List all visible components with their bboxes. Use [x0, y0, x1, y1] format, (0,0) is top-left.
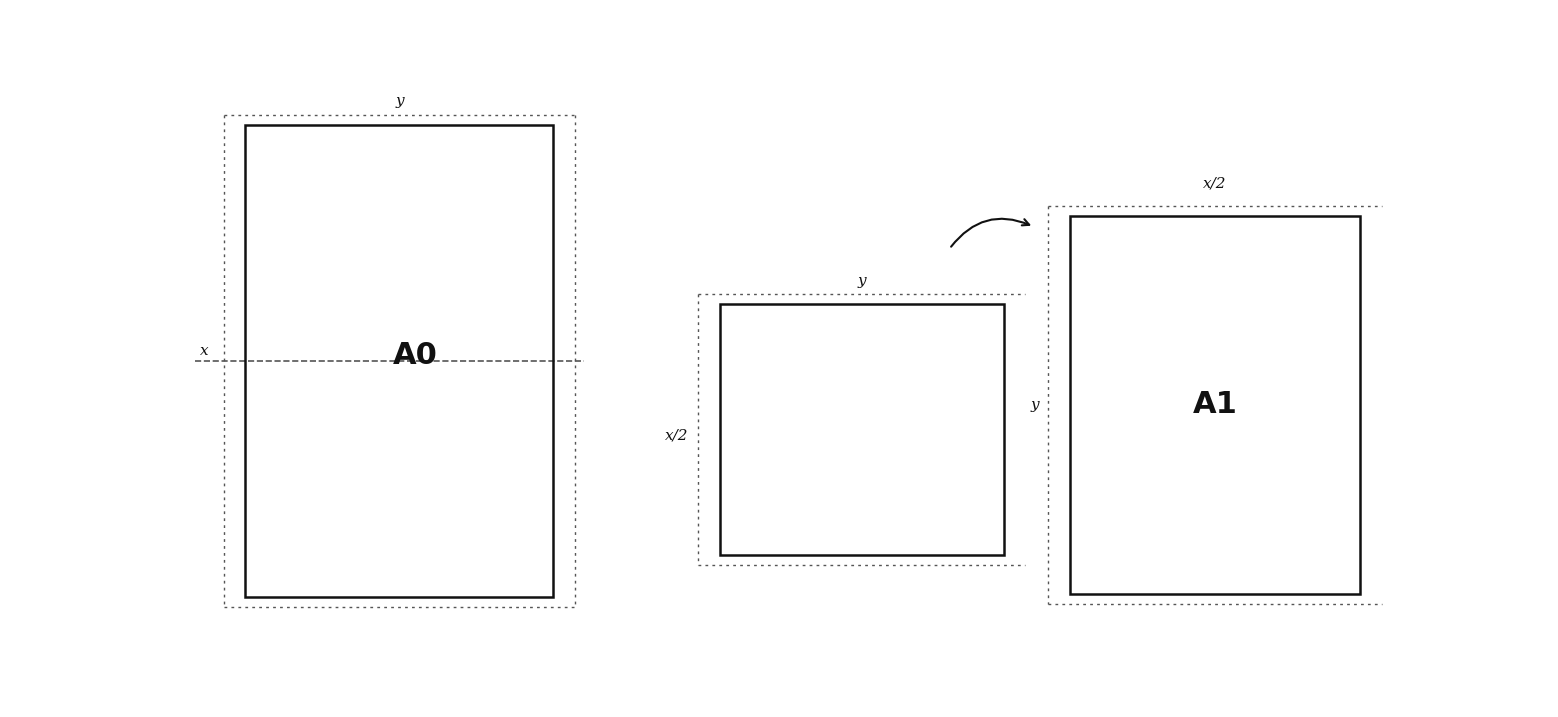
Text: y: y	[1030, 398, 1039, 412]
Bar	[246, 125, 553, 597]
Text: y: y	[857, 274, 866, 288]
Text: x: x	[199, 344, 209, 358]
Text: x/2: x/2	[665, 428, 689, 442]
Text: y: y	[396, 94, 404, 108]
Text: A1: A1	[1192, 390, 1237, 419]
Bar	[720, 304, 1003, 556]
Text: x/2: x/2	[1203, 176, 1226, 191]
Text: A0: A0	[393, 341, 438, 370]
Bar	[1070, 216, 1360, 594]
